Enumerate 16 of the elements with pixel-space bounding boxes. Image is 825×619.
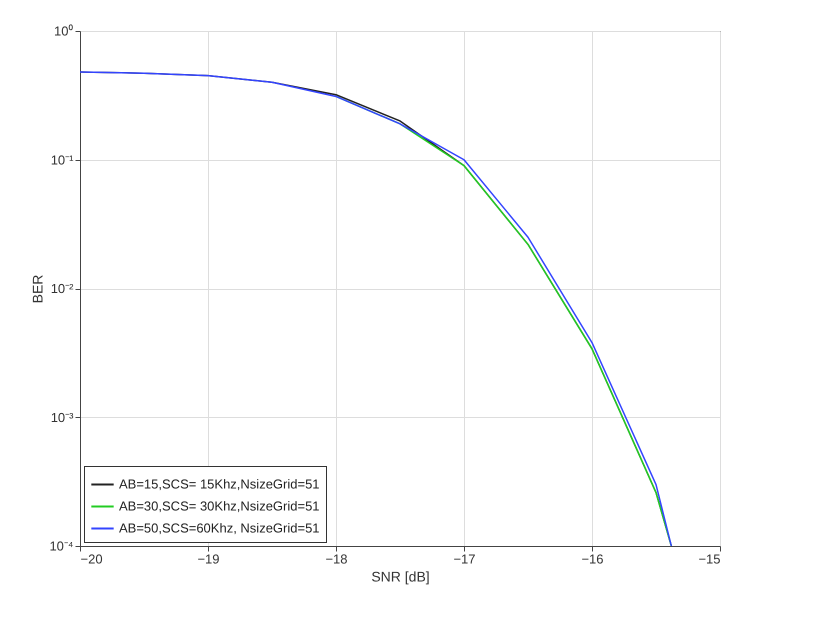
x-tick-label: −15 [698,552,720,566]
y-tick-label: 10⁻² [50,281,74,296]
legend-label: AB=50,SCS=60Khz, NsizeGrid=51 [119,520,320,536]
x-tick-label: −19 [197,552,220,566]
x-tick-label: −20 [80,552,103,566]
x-tick-label: −18 [325,552,348,566]
legend-label: AB=15,SCS= 15Khz,NsizeGrid=51 [119,476,320,492]
y-tick-label: 10⁰ [54,24,74,38]
x-tick-label: −17 [453,552,476,566]
y-axis-title: BER [29,274,46,304]
x-axis-title: SNR [dB] [371,568,430,584]
y-tick-label: 10⁻⁴ [49,538,74,554]
y-tick-label: 10⁻³ [50,410,74,425]
x-tick-label: −16 [581,552,604,566]
legend-label: AB=30,SCS= 30Khz,NsizeGrid=51 [119,498,320,514]
y-tick-label: 10⁻¹ [50,152,74,168]
